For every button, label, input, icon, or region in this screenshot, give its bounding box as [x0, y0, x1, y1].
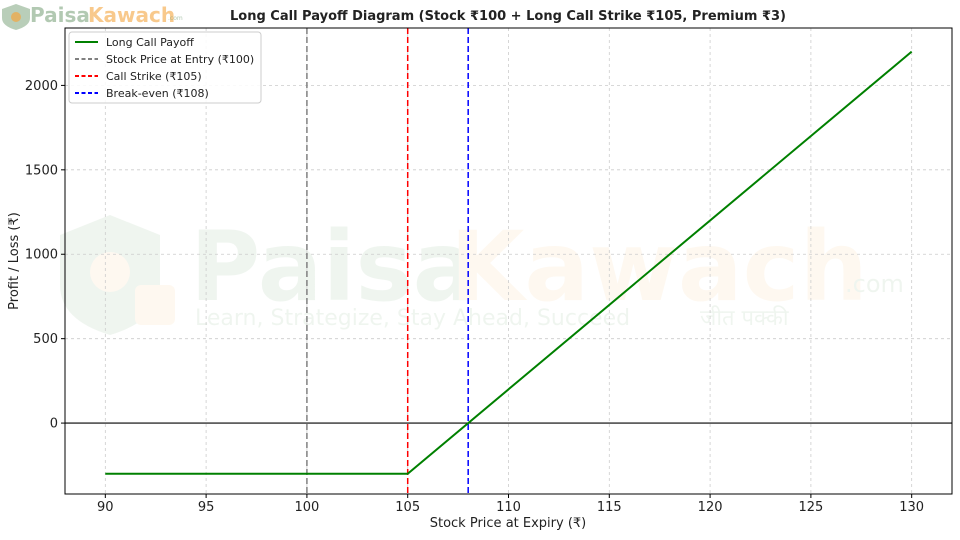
legend-item-breakeven-label: Break-even (₹108)	[106, 87, 209, 100]
logo-shield-icon	[2, 4, 30, 30]
y-tick-label: 2000	[25, 79, 58, 94]
y-tick-label: 0	[50, 417, 58, 432]
reference-lines	[306, 28, 469, 494]
legend-item-strike-label: Call Strike (₹105)	[106, 70, 202, 83]
series-layer	[105, 50, 913, 475]
x-axis-ticks: 90 95 100 105 110 115 120 125 130	[97, 494, 924, 515]
watermark-brand-b: Kawach	[450, 211, 868, 323]
watermark-suffix: .com	[845, 270, 904, 298]
logo-suffix: .com	[168, 15, 183, 22]
watermark-hindi: जीत पक्की	[700, 305, 789, 331]
x-tick-label: 105	[395, 500, 420, 515]
chart-title: Long Call Payoff Diagram (Stock ₹100 + L…	[230, 9, 786, 24]
x-axis-label: Stock Price at Expiry (₹)	[430, 516, 587, 531]
watermark: Paisa Kawach .com Learn, Strategize, Sta…	[60, 211, 904, 335]
watermark-brand-a: Paisa	[190, 211, 477, 323]
x-tick-label: 115	[597, 500, 622, 515]
legend-item-entry-label: Stock Price at Entry (₹100)	[106, 53, 254, 66]
watermark-shield-icon	[60, 215, 175, 335]
y-axis-ticks: 0 500 1000 1500 2000	[25, 79, 65, 432]
x-tick-label: 90	[97, 500, 114, 515]
payoff-line	[105, 50, 913, 475]
y-tick-label: 1500	[25, 163, 58, 178]
logo-text-a: Paisa	[30, 3, 90, 27]
x-tick-label: 95	[198, 500, 215, 515]
y-axis-label: Profit / Loss (₹)	[7, 212, 22, 310]
x-tick-label: 130	[899, 500, 924, 515]
legend-item-payoff-label: Long Call Payoff	[106, 36, 194, 49]
y-tick-label: 1000	[25, 248, 58, 263]
x-tick-label: 125	[798, 500, 823, 515]
x-tick-label: 110	[496, 500, 521, 515]
legend-box	[68, 31, 262, 104]
y-tick-label: 500	[33, 332, 58, 347]
legend: Long Call Payoff Stock Price at Entry (₹1…	[68, 31, 262, 104]
logo: Paisa Kawach .com	[2, 3, 183, 30]
logo-text-b: Kawach	[88, 3, 175, 27]
x-tick-label: 120	[698, 500, 723, 515]
watermark-tagline: Learn, Strategize, Stay Ahead, Succeed	[195, 306, 630, 331]
x-tick-label: 100	[294, 500, 319, 515]
